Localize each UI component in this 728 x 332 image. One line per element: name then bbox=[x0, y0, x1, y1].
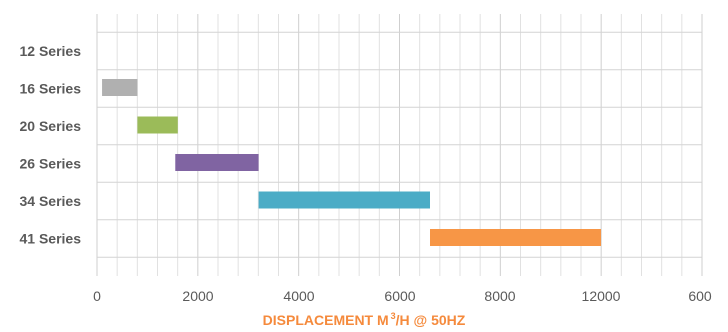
x-tick-label: 12000 bbox=[582, 288, 621, 304]
x-tick-label: 0 bbox=[93, 288, 101, 304]
range-bar bbox=[258, 191, 430, 209]
x-axis-title: DISPLACEMENT M 3/H @ 50HZ bbox=[0, 311, 728, 328]
range-bar bbox=[430, 229, 601, 246]
x-axis-title-suffix: /H @ 50HZ bbox=[395, 312, 466, 328]
row-label: 26 Series bbox=[20, 156, 82, 172]
range-bar bbox=[102, 79, 138, 96]
row-labels: 12 Series 16 Series 20 Series 26 Series 34 S… bbox=[20, 43, 82, 247]
row-label: 12 Series bbox=[20, 43, 82, 59]
range-bar bbox=[137, 116, 178, 134]
x-tick-label: 6000 bbox=[384, 288, 415, 304]
x-tick-label: 4000 bbox=[283, 288, 314, 304]
row-label: 20 Series bbox=[20, 118, 82, 134]
x-axis-title-prefix: DISPLACEMENT M bbox=[262, 312, 389, 328]
row-label: 16 Series bbox=[20, 81, 82, 97]
range-bars bbox=[102, 79, 601, 246]
x-tick-labels: 0 2000 4000 6000 8000 12000 600 bbox=[93, 288, 712, 304]
range-bar bbox=[175, 154, 259, 171]
x-tick-label: 8000 bbox=[484, 288, 515, 304]
x-tick-label: 600 bbox=[688, 288, 712, 304]
row-label: 41 Series bbox=[20, 231, 82, 247]
gridlines bbox=[96, 14, 703, 276]
x-axis-title-superscript: 3 bbox=[390, 311, 396, 321]
row-label: 34 Series bbox=[20, 193, 82, 209]
x-tick-label: 2000 bbox=[182, 288, 213, 304]
